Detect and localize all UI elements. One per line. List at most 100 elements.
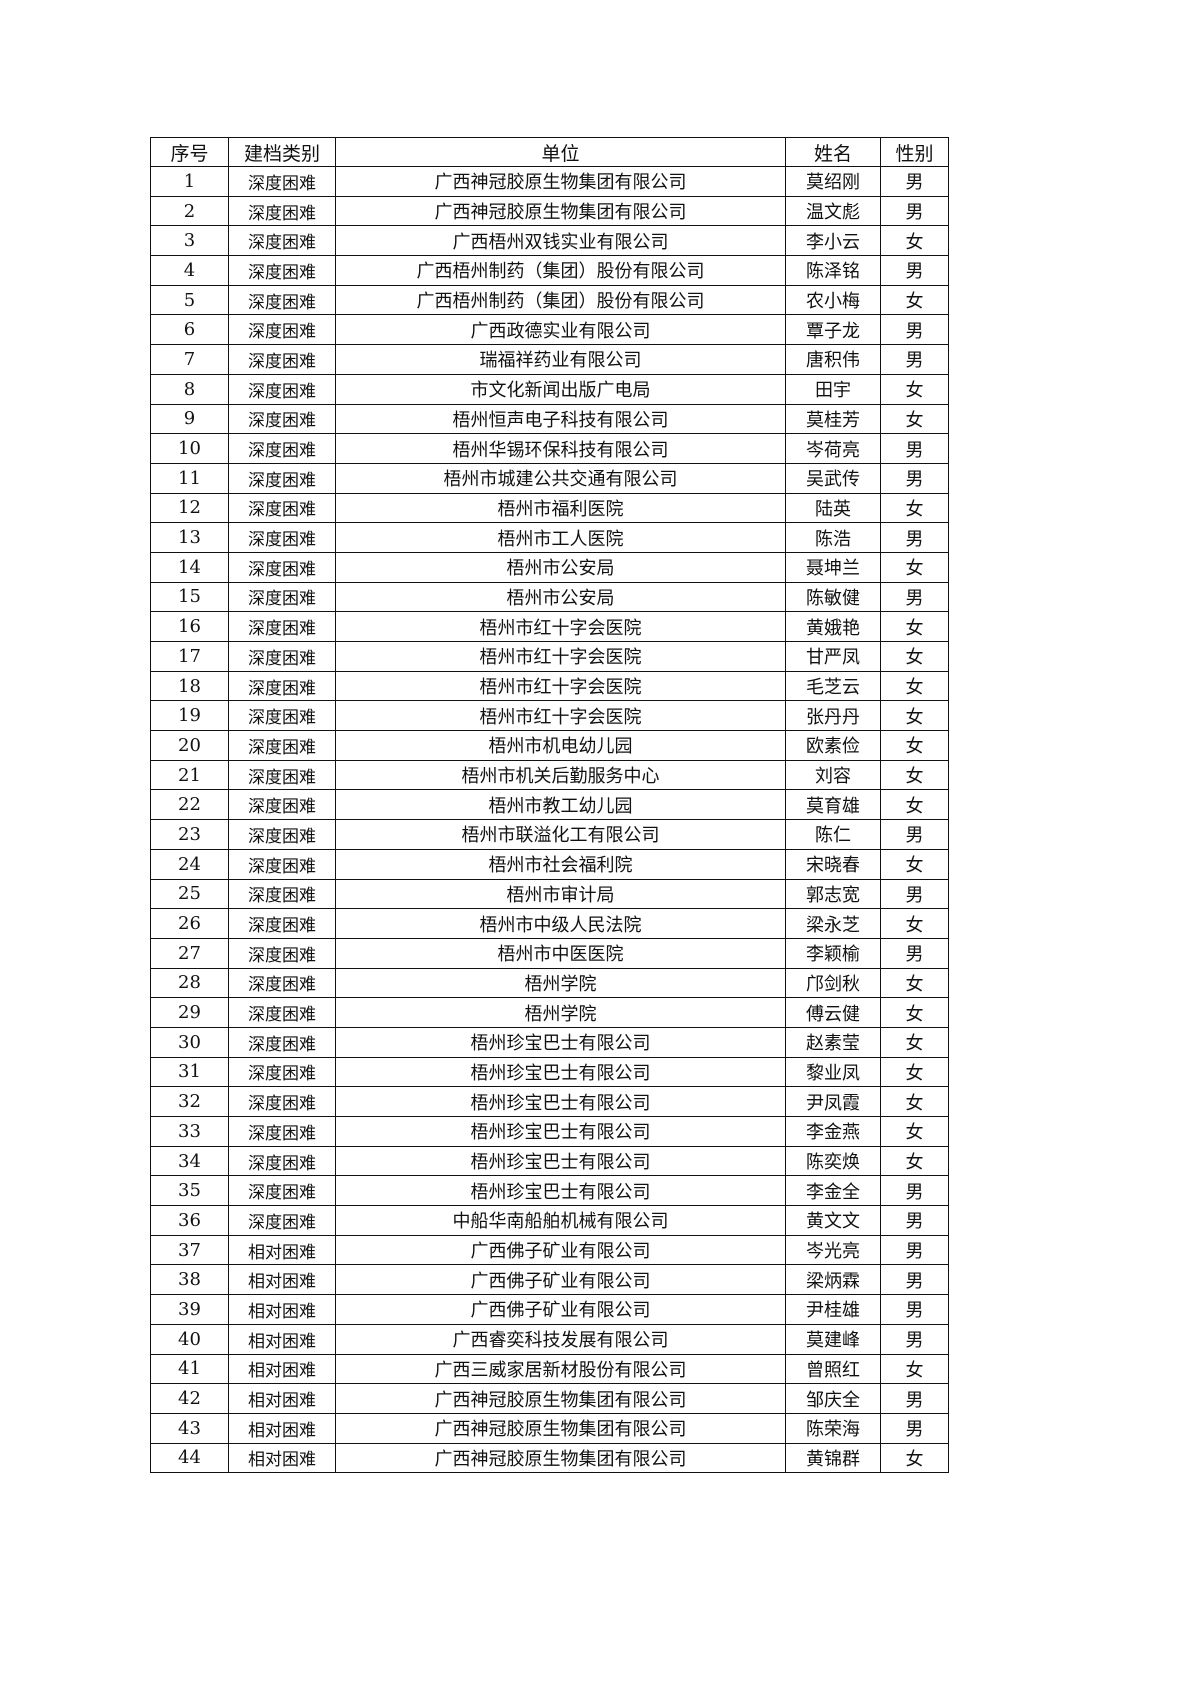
cell-gender: 男 — [880, 878, 949, 910]
cell-unit: 梧州市福利医院 — [335, 492, 786, 524]
cell-category: 深度困难 — [228, 344, 336, 375]
cell-gender: 女 — [880, 1086, 949, 1117]
cell-category: 深度困难 — [228, 967, 336, 999]
cell-category: 深度困难 — [228, 284, 336, 316]
cell-category: 深度困难 — [228, 551, 336, 583]
cell-gender: 女 — [880, 641, 949, 672]
cell-unit: 梧州华锡环保科技有限公司 — [335, 433, 786, 464]
cell-index: 1 — [150, 166, 229, 197]
cell-unit: 中船华南船舶机械有限公司 — [335, 1205, 786, 1236]
cell-unit: 广西神冠胶原生物集团有限公司 — [335, 1383, 786, 1414]
cell-unit: 梧州市工人医院 — [335, 522, 786, 553]
table-row: 31 深度困难 梧州珍宝巴士有限公司 黎业凤女 — [150, 1056, 949, 1088]
table-row: 2 深度困难 广西神冠胶原生物集团有限公司 温文彪男 — [150, 195, 949, 227]
cell-name: 梁炳霖 — [785, 1264, 881, 1296]
cell-index: 29 — [150, 997, 229, 1028]
table-row: 33 深度困难 梧州珍宝巴士有限公司 李金燕女 — [150, 1116, 949, 1147]
cell-gender: 男 — [880, 344, 949, 375]
cell-gender: 女 — [880, 1116, 949, 1147]
table-row: 23 深度困难 梧州市联溢化工有限公司 陈仁男 — [150, 819, 949, 850]
cell-name: 刘容 — [785, 759, 881, 791]
cell-category: 深度困难 — [228, 819, 336, 850]
cell-name: 温文彪 — [785, 195, 881, 227]
cell-index: 25 — [150, 878, 229, 910]
cell-name: 邝剑秋 — [785, 967, 881, 999]
table-row: 24 深度困难 梧州市社会福利院 宋晓春女 — [150, 848, 949, 880]
cell-name: 傅云健 — [785, 997, 881, 1028]
cell-name: 陈仁 — [785, 819, 881, 850]
cell-unit: 梧州珍宝巴士有限公司 — [335, 1175, 786, 1207]
cell-unit: 梧州市城建公共交通有限公司 — [335, 462, 786, 494]
cell-index: 39 — [150, 1294, 229, 1325]
cell-name: 梁永芝 — [785, 908, 881, 939]
cell-name: 尹凤霞 — [785, 1086, 881, 1117]
header-index: 序号 — [150, 137, 229, 167]
header-category: 建档类别 — [228, 137, 336, 167]
cell-index: 9 — [150, 403, 229, 435]
cell-name: 黄娥艳 — [785, 611, 881, 642]
cell-gender: 男 — [880, 1294, 949, 1325]
cell-index: 18 — [150, 670, 229, 702]
cell-category: 相对困难 — [228, 1442, 336, 1474]
cell-gender: 女 — [880, 1145, 949, 1177]
cell-index: 44 — [150, 1442, 229, 1474]
table-row: 42 相对困难 广西神冠胶原生物集团有限公司 邹庆全男 — [150, 1383, 949, 1414]
table-row: 11 深度困难 梧州市城建公共交通有限公司 吴武传男 — [150, 462, 949, 494]
header-name: 姓名 — [785, 137, 881, 167]
cell-gender: 女 — [880, 759, 949, 791]
cell-unit: 梧州市公安局 — [335, 551, 786, 583]
cell-unit: 梧州市社会福利院 — [335, 848, 786, 880]
cell-gender: 男 — [880, 522, 949, 553]
cell-name: 张丹丹 — [785, 700, 881, 732]
cell-index: 31 — [150, 1056, 229, 1088]
registry-table: 序号 建档类别 单位 姓名 性别 1 深度困难 广西神冠胶原生物集团有限公司 莫绍刚男… — [150, 137, 949, 1474]
table-body: 1 深度困难 广西神冠胶原生物集团有限公司 莫绍刚男 2 深度困难 广西神冠胶原生物集团有限… — [150, 166, 949, 1474]
cell-name: 覃子龙 — [785, 314, 881, 346]
cell-index: 12 — [150, 492, 229, 524]
cell-unit: 梧州珍宝巴士有限公司 — [335, 1026, 786, 1058]
cell-category: 深度困难 — [228, 1116, 336, 1147]
cell-name: 莫育雄 — [785, 789, 881, 821]
cell-category: 深度困难 — [228, 1205, 336, 1236]
table-row: 44 相对困难 广西神冠胶原生物集团有限公司 黄锦群女 — [150, 1442, 949, 1474]
table-row: 9 深度困难 梧州恒声电子科技有限公司 莫桂芳女 — [150, 403, 949, 435]
cell-name: 农小梅 — [785, 284, 881, 316]
cell-category: 深度困难 — [228, 225, 336, 257]
cell-unit: 梧州珍宝巴士有限公司 — [335, 1056, 786, 1088]
cell-name: 尹桂雄 — [785, 1294, 881, 1325]
cell-index: 32 — [150, 1086, 229, 1117]
cell-category: 深度困难 — [228, 997, 336, 1028]
cell-unit: 梧州市公安局 — [335, 581, 786, 613]
table-row: 1 深度困难 广西神冠胶原生物集团有限公司 莫绍刚男 — [150, 166, 949, 197]
cell-unit: 广西神冠胶原生物集团有限公司 — [335, 166, 786, 197]
cell-index: 37 — [150, 1234, 229, 1266]
cell-index: 15 — [150, 581, 229, 613]
cell-unit: 梧州市中级人民法院 — [335, 908, 786, 939]
cell-gender: 女 — [880, 1353, 949, 1385]
table-row: 32 深度困难 梧州珍宝巴士有限公司 尹凤霞女 — [150, 1086, 949, 1117]
cell-gender: 男 — [880, 314, 949, 346]
cell-gender: 男 — [880, 166, 949, 197]
header-gender: 性别 — [880, 137, 949, 167]
cell-name: 岑荷亮 — [785, 433, 881, 464]
cell-unit: 广西神冠胶原生物集团有限公司 — [335, 1412, 786, 1444]
cell-category: 相对困难 — [228, 1264, 336, 1296]
cell-category: 深度困难 — [228, 937, 336, 969]
cell-gender: 男 — [880, 1412, 949, 1444]
cell-unit: 梧州珍宝巴士有限公司 — [335, 1116, 786, 1147]
cell-category: 深度困难 — [228, 1086, 336, 1117]
table-row: 18 深度困难 梧州市红十字会医院 毛芝云女 — [150, 670, 949, 702]
cell-name: 黎业凤 — [785, 1056, 881, 1088]
cell-index: 5 — [150, 284, 229, 316]
cell-index: 21 — [150, 759, 229, 791]
cell-unit: 梧州市教工幼儿园 — [335, 789, 786, 821]
cell-category: 深度困难 — [228, 1145, 336, 1177]
cell-gender: 男 — [880, 1205, 949, 1236]
table-row: 28 深度困难 梧州学院 邝剑秋女 — [150, 967, 949, 999]
cell-gender: 女 — [880, 284, 949, 316]
cell-name: 李金燕 — [785, 1116, 881, 1147]
cell-index: 7 — [150, 344, 229, 375]
table-row: 3 深度困难 广西梧州双钱实业有限公司 李小云女 — [150, 225, 949, 257]
cell-gender: 女 — [880, 848, 949, 880]
cell-index: 3 — [150, 225, 229, 257]
